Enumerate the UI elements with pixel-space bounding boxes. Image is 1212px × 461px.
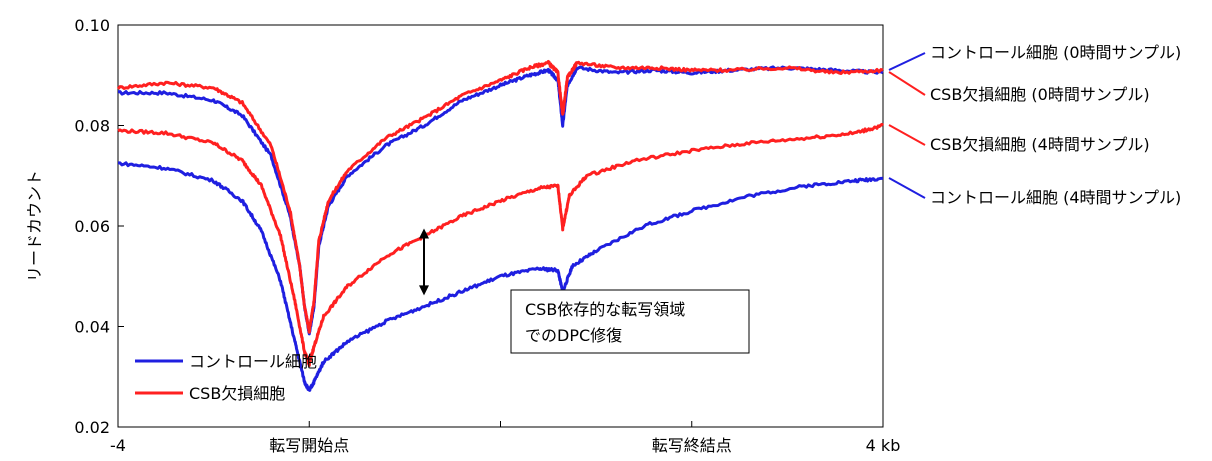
right-label-connector-1 — [888, 52, 926, 71]
x-tick-label: 4 kb — [866, 436, 901, 455]
right-label-4: コントロール細胞 (4時間サンプル) — [930, 188, 1181, 207]
legend-label-control: コントロール細胞 — [189, 352, 317, 371]
annotation-line-1: CSB依存的な転写領域 — [525, 300, 685, 319]
right-labels: コントロール細胞 (0時間サンプル) CSB欠損細胞 (0時間サンプル) CSB… — [888, 43, 1181, 207]
annotation-arrow-head-top — [419, 228, 429, 239]
right-label-2: CSB欠損細胞 (0時間サンプル) — [930, 85, 1150, 104]
x-tick-label: 転写開始点 — [269, 436, 349, 455]
series-line — [117, 122, 885, 368]
legend-label-csb: CSB欠損細胞 — [189, 384, 285, 403]
annotation-line-2: でのDPC修復 — [525, 326, 622, 345]
series-line — [118, 161, 884, 392]
series-line — [116, 59, 884, 334]
y-tick-label: 0.06 — [74, 217, 110, 236]
y-tick-label: 0.02 — [74, 418, 110, 437]
x-axis: -4 転写開始点 転写終結点 4 kb — [110, 421, 900, 455]
legend: コントロール細胞 CSB欠損細胞 — [135, 352, 317, 403]
y-tick-label: 0.10 — [74, 16, 110, 35]
y-axis-label: リードカウント — [25, 170, 44, 282]
y-axis: 0.02 0.04 0.06 0.08 0.10 — [74, 16, 124, 437]
annotation-box — [510, 289, 750, 354]
y-tick-label: 0.08 — [74, 117, 110, 136]
y-tick-label: 0.04 — [74, 318, 110, 337]
x-tick-label: 転写終結点 — [652, 436, 732, 455]
right-label-connector-2 — [888, 71, 926, 96]
right-label-connector-4 — [888, 177, 926, 199]
right-label-connector-3 — [888, 124, 926, 146]
x-tick-label: -4 — [110, 436, 126, 455]
right-label-1: コントロール細胞 (0時間サンプル) — [930, 43, 1181, 62]
annotation: CSB依存的な転写領域 でのDPC修復 — [419, 228, 750, 354]
right-label-3: CSB欠損細胞 (4時間サンプル) — [930, 135, 1150, 154]
annotation-arrow-head-bottom — [419, 285, 429, 296]
series-layer — [116, 59, 885, 392]
